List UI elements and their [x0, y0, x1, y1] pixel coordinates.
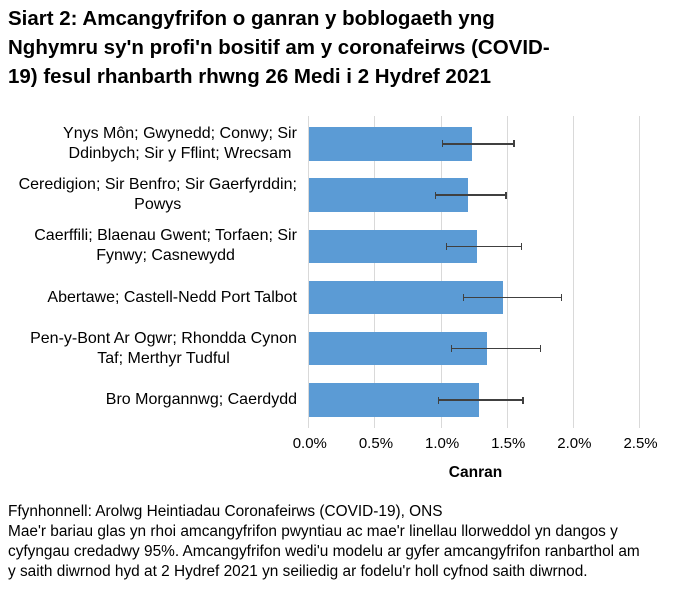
error-bar-cap [435, 191, 437, 199]
footnote-source: Ffynhonnell: Arolwg Heintiadau Coronafei… [8, 502, 443, 520]
error-bar-cap [441, 140, 444, 148]
footnote: Ffynhonnell: Arolwg Heintiadau Coronafei… [8, 502, 646, 582]
category-label: Bro Morgannwg; Caerdydd [0, 374, 297, 425]
x-tick-label: 1.5% [491, 435, 526, 453]
x-tick-label: 0.0% [292, 435, 327, 453]
category-label: Ynys Môn; Gwynedd; Conwy; Sir Ddinbych; … [0, 118, 297, 169]
error-bar-cap [513, 140, 515, 148]
x-tick-label: 2.0% [557, 435, 592, 453]
error-bar [438, 399, 524, 401]
category-label: Ceredigion; Sir Benfro; Sir Gaerfyrddin;… [0, 170, 297, 221]
error-bar-cap [560, 294, 563, 302]
error-bar-cap [462, 294, 465, 302]
x-tick-label: 2.5% [623, 435, 658, 453]
footnote-note: Mae'r bariau glas yn rhoi amcangyfrifon … [8, 522, 640, 581]
category-label-text: Abertawe; Castell-Nedd Port Talbot [47, 288, 297, 306]
gridline [506, 115, 508, 428]
category-label-text: Ynys Môn; Gwynedd; Conwy; Sir Ddinbych; … [63, 124, 297, 162]
category-label: Caerffili; Blaenau Gwent; Torfaen; Sir F… [0, 221, 297, 272]
error-bar [451, 348, 541, 350]
category-label-text: Pen-y-Bont Ar Ogwr; Rhondda Cynon Taf; M… [30, 329, 297, 367]
gridline [639, 115, 641, 428]
error-bar-cap [539, 345, 541, 353]
error-bar [435, 194, 506, 196]
error-bar [463, 296, 562, 299]
category-label: Pen-y-Bont Ar Ogwr; Rhondda Cynon Taf; M… [0, 323, 297, 374]
x-axis-title: Canran [448, 464, 503, 482]
x-tick-label: 1.0% [424, 435, 460, 453]
error-bar-cap [445, 242, 448, 250]
error-bar-cap [505, 191, 507, 199]
category-label: Abertawe; Castell-Nedd Port Talbot [0, 272, 297, 323]
x-tick-label: 0.5% [358, 435, 394, 453]
error-bar-cap [522, 396, 524, 404]
error-bar [442, 143, 514, 145]
gridline [440, 115, 442, 428]
gridline [308, 115, 310, 428]
error-bar [446, 245, 522, 247]
gridline [572, 115, 574, 428]
gridline [374, 115, 376, 428]
category-label-text: Caerffili; Blaenau Gwent; Torfaen; Sir F… [34, 227, 297, 265]
chart-title: Siart 2: Amcangyfrifon o ganran y boblog… [8, 6, 550, 88]
error-bar-cap [451, 345, 453, 353]
error-bar-cap [521, 242, 523, 250]
category-label-text: Ceredigion; Sir Benfro; Sir Gaerfyrddin;… [18, 176, 297, 214]
error-bar-cap [437, 396, 440, 404]
category-label-text: Bro Morgannwg; Caerdydd [105, 391, 297, 408]
